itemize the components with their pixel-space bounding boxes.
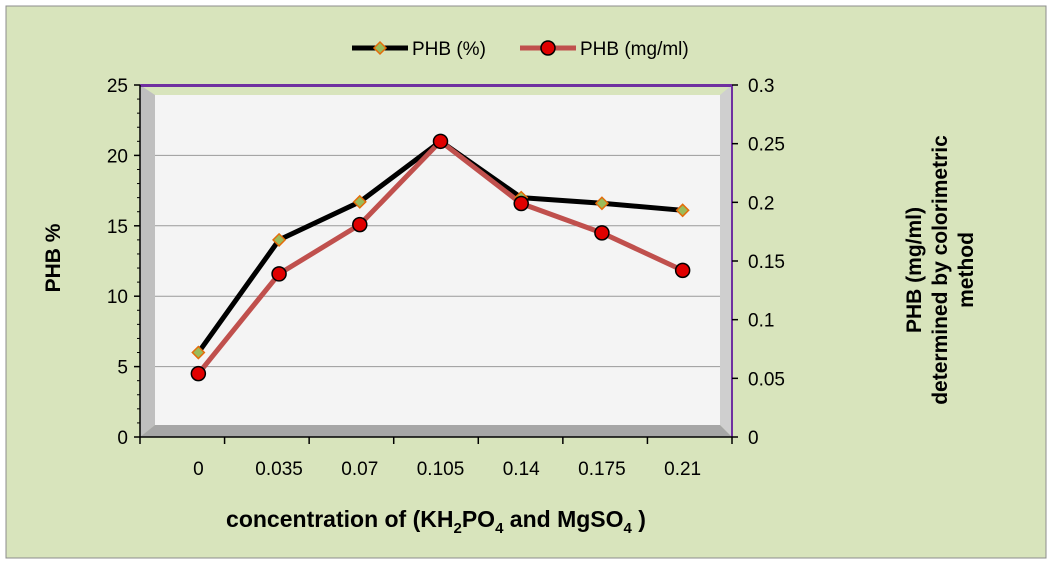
x-tick-label: 0.105 bbox=[417, 459, 465, 480]
data-point-mgml bbox=[432, 133, 449, 150]
y-axis-title-right-line3: method bbox=[955, 232, 978, 308]
x-tick-label: 0.14 bbox=[503, 459, 540, 480]
y-axis-title-right-line1: PHB (mg/ml) bbox=[903, 207, 926, 333]
right-tick-label: 0.1 bbox=[748, 311, 774, 332]
legend-label-mgml: PHB (mg/ml) bbox=[580, 39, 689, 60]
left-axis-ticks: 0 5 10 15 20 25 bbox=[107, 76, 140, 449]
right-tick-label: 0.2 bbox=[748, 193, 774, 214]
legend-label-pct: PHB (%) bbox=[412, 39, 486, 60]
right-tick-label: 0.3 bbox=[748, 76, 774, 97]
x-tick-label: 0.21 bbox=[664, 459, 701, 480]
data-point-mgml bbox=[271, 266, 287, 282]
x-tick-label: 0.07 bbox=[341, 459, 378, 480]
data-point-mgml bbox=[352, 216, 368, 233]
right-tick-label: 0.15 bbox=[748, 252, 785, 273]
right-tick-label: 0.05 bbox=[748, 369, 785, 390]
left-tick-label: 5 bbox=[117, 358, 128, 379]
x-axis-ticks: 0 0.035 0.07 0.105 0.14 0.175 0.21 bbox=[139, 437, 733, 480]
data-point-pct bbox=[272, 232, 287, 247]
right-tick-label: 0 bbox=[748, 428, 759, 449]
data-point-pct bbox=[675, 203, 690, 218]
plot-floor bbox=[140, 425, 732, 437]
plot-top-border bbox=[140, 84, 732, 87]
data-point-mgml bbox=[190, 365, 207, 382]
data-point-mgml bbox=[674, 262, 691, 279]
x-tick-label: 0.035 bbox=[255, 459, 303, 480]
y-axis-title-right: PHB (mg/ml) determined by colorimetric m… bbox=[903, 135, 978, 405]
left-tick-label: 20 bbox=[107, 146, 128, 167]
data-point-mgml bbox=[513, 195, 529, 212]
left-tick-label: 10 bbox=[107, 287, 128, 308]
x-tick-label: 0 bbox=[193, 459, 204, 480]
right-axis-ticks: 0 0.05 0.1 0.15 0.2 0.25 0.3 bbox=[732, 76, 785, 449]
plot-back-wall bbox=[155, 95, 720, 425]
left-tick-label: 0 bbox=[117, 428, 128, 449]
legend-marker-mgml bbox=[540, 40, 556, 56]
data-point-pct bbox=[594, 196, 609, 211]
plot-side-wall bbox=[140, 85, 155, 437]
data-point-pct bbox=[191, 345, 206, 360]
y-axis-title-right-line2: determined by colorimetric bbox=[929, 135, 952, 405]
grid-lines bbox=[155, 154, 720, 368]
x-axis-title: concentration of (KH2PO4 and MgSO4 ) bbox=[226, 506, 646, 537]
data-point-mgml bbox=[594, 225, 610, 241]
left-tick-label: 15 bbox=[107, 217, 128, 238]
data-point-pct bbox=[352, 194, 367, 209]
right-tick-label: 0.25 bbox=[748, 135, 785, 156]
x-tick-label: 0.175 bbox=[578, 459, 626, 480]
left-tick-label: 25 bbox=[107, 76, 128, 97]
legend-marker-pct bbox=[372, 40, 388, 56]
legend: PHB (%) PHB (mg/ml) bbox=[352, 39, 689, 60]
y-axis-title-left: PHB % bbox=[42, 223, 65, 292]
plot-right-wall bbox=[720, 85, 732, 437]
series-markers bbox=[190, 133, 691, 382]
